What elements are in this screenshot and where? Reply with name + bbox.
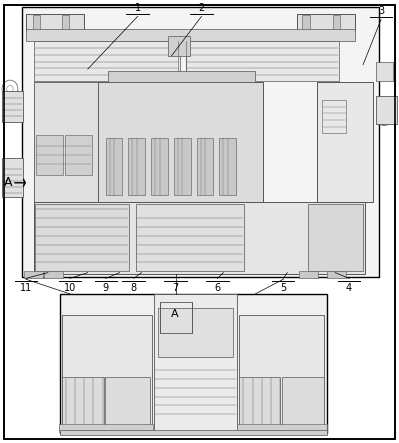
Bar [26,29,355,41]
Text: A: A [171,309,179,319]
Bar [282,377,324,427]
Bar [308,204,363,271]
Bar [154,294,237,433]
Bar [34,202,365,274]
Bar [136,204,244,271]
Text: 1: 1 [134,3,141,13]
Bar [98,82,263,202]
Bar [34,41,180,81]
Bar [35,204,129,271]
Text: 6: 6 [214,283,221,293]
Text: 11: 11 [20,283,32,293]
Bar [151,138,168,195]
Bar [2,158,23,198]
Text: 4: 4 [346,283,352,293]
Bar [317,82,373,202]
Bar [219,138,236,195]
Bar [302,16,310,30]
Bar [105,377,150,427]
Bar [2,91,23,122]
Bar [62,377,104,427]
Bar [24,271,43,278]
Bar [22,7,379,277]
Bar [239,315,324,427]
Bar [322,100,346,133]
Bar [60,294,327,433]
Bar [297,14,355,31]
Bar [26,14,84,31]
Bar [60,430,327,435]
Bar [34,82,98,202]
Text: 10: 10 [64,283,76,293]
Bar [62,16,69,30]
Bar [333,16,340,30]
Bar [62,315,152,427]
Bar [174,138,191,195]
Bar [106,138,122,195]
Bar [33,16,40,30]
Text: A: A [4,176,12,189]
Bar [239,377,280,427]
Bar [158,308,233,357]
Text: 3: 3 [378,6,384,16]
Text: 9: 9 [103,283,109,293]
Bar [237,424,327,432]
Text: 5: 5 [280,283,286,293]
Bar [197,138,213,195]
Bar [108,71,255,82]
Text: 7: 7 [172,283,179,293]
Bar [36,136,63,175]
Bar [65,136,92,175]
Bar [168,36,190,56]
Bar [299,271,318,278]
Bar [160,302,192,333]
Bar [376,96,397,124]
Bar [327,271,346,278]
Bar [59,424,153,432]
Text: 2: 2 [198,3,205,13]
Text: 8: 8 [130,283,137,293]
Bar [44,271,63,278]
Bar [376,62,393,81]
Bar [128,138,145,195]
Bar [186,41,339,81]
